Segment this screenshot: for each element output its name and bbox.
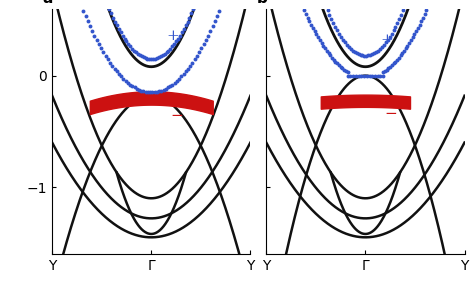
Text: −: − [171,109,183,123]
Text: a: a [42,0,53,6]
Text: +: + [381,33,393,47]
Text: +: + [167,29,180,43]
Text: b: b [256,0,267,6]
Text: −: − [385,107,398,121]
